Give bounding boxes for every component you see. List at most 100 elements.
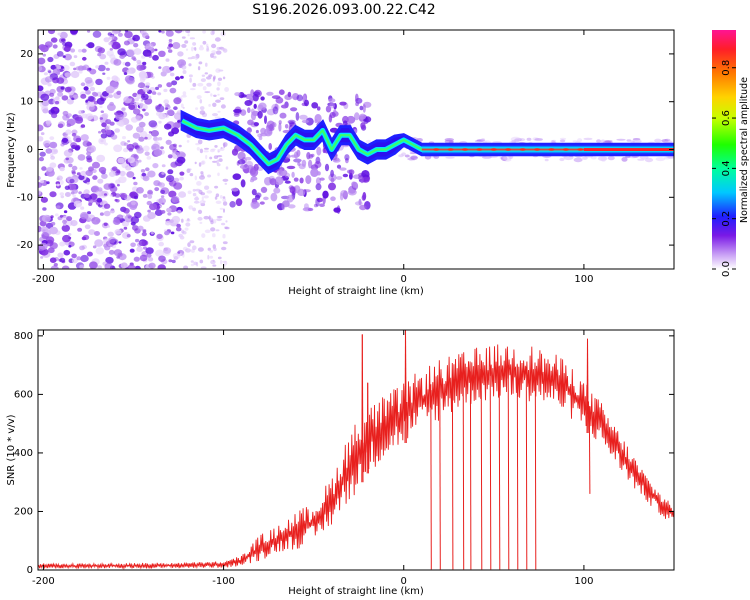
noise-blob: [174, 30, 183, 34]
noise-blob: [188, 63, 192, 67]
signal-blob: [302, 189, 311, 193]
signal-blob: [336, 164, 342, 169]
noise-blob: [154, 209, 163, 216]
noise-blob: [59, 241, 66, 247]
noise-blob: [177, 120, 181, 123]
noise-blob: [158, 241, 164, 247]
noise-blob: [116, 184, 120, 187]
noise-blob: [100, 110, 105, 113]
signal-blob: [582, 156, 588, 160]
noise-blob: [75, 66, 81, 71]
noise-blob: [199, 221, 203, 224]
snr-drop: [439, 380, 441, 570]
noise-blob: [145, 43, 154, 50]
noise-blob: [137, 225, 144, 231]
noise-blob: [127, 156, 135, 164]
signal-blob: [232, 173, 242, 180]
noise-blob: [45, 148, 53, 154]
noise-blob: [144, 136, 148, 140]
noise-blob: [167, 46, 171, 50]
noise-blob: [142, 61, 147, 66]
noise-blob: [135, 238, 140, 243]
noise-blob: [98, 130, 102, 134]
noise-blob: [206, 46, 209, 51]
snr-drop: [534, 368, 537, 570]
signal-blob: [544, 158, 549, 162]
noise-blob: [38, 225, 42, 233]
noise-blob: [154, 48, 158, 52]
noise-blob: [193, 200, 200, 204]
signal-blob: [347, 189, 357, 196]
noise-blob: [115, 113, 124, 121]
noise-blob: [80, 170, 87, 176]
ridge-peak-dot: [433, 148, 440, 151]
noise-blob: [209, 249, 213, 253]
noise-blob: [131, 201, 136, 206]
noise-blob: [126, 234, 131, 238]
noise-blob: [225, 166, 229, 170]
signal-blob: [255, 192, 262, 198]
noise-blob: [189, 240, 195, 244]
signal-blob: [250, 108, 255, 115]
noise-blob: [38, 124, 44, 132]
noise-blob: [88, 199, 94, 204]
noise-blob: [109, 48, 114, 51]
noise-blob: [194, 161, 197, 165]
noise-blob: [187, 34, 190, 37]
noise-blob: [133, 108, 141, 115]
noise-blob: [66, 216, 73, 222]
snr-spike: [367, 382, 369, 474]
colorbar-label: Normalized spectral amplitude: [739, 77, 750, 223]
noise-blob: [200, 78, 206, 82]
ridge-band: [180, 109, 674, 175]
noise-blob: [108, 41, 113, 46]
noise-blob: [190, 260, 194, 263]
noise-blob: [168, 39, 173, 42]
noise-blob: [101, 128, 107, 134]
signal-blob: [280, 104, 289, 109]
noise-blob: [147, 170, 156, 178]
noise-blob: [49, 257, 57, 264]
noise-blob: [73, 200, 83, 208]
signal-blob: [316, 106, 321, 111]
noise-blob: [62, 219, 67, 224]
signal-blob: [361, 170, 370, 179]
noise-blob: [86, 157, 93, 163]
signal-blob: [231, 187, 239, 192]
noise-blob: [146, 156, 152, 160]
noise-blob: [195, 188, 201, 192]
noise-blob: [38, 182, 43, 188]
noise-blob: [49, 141, 58, 149]
noise-blob: [40, 256, 44, 259]
noise-blob: [224, 182, 228, 185]
signal-blob: [632, 139, 642, 143]
noise-blob: [199, 99, 203, 104]
noise-blob: [136, 147, 144, 154]
noise-blob: [105, 67, 110, 71]
signal-blob: [278, 89, 285, 95]
signal-blob: [362, 192, 367, 201]
noise-blob: [219, 207, 224, 210]
noise-blob: [127, 264, 136, 269]
signal-blob: [290, 154, 300, 158]
noise-blob: [199, 44, 203, 48]
noise-blob: [210, 227, 216, 232]
heatmap-y-tick-label: 0: [27, 145, 33, 156]
noise-blob: [195, 107, 199, 110]
noise-blob: [99, 105, 103, 109]
noise-blob: [116, 170, 121, 174]
signal-blob: [279, 112, 287, 119]
signal-blob: [255, 129, 259, 134]
noise-blob: [48, 30, 55, 35]
noise-blob: [133, 195, 139, 200]
noise-blob: [87, 95, 95, 102]
noise-blob: [204, 72, 208, 75]
noise-blob: [220, 147, 225, 152]
noise-blob: [195, 143, 200, 146]
signal-blob: [354, 201, 363, 206]
noise-blob: [49, 226, 58, 235]
noise-blob: [172, 122, 181, 129]
noise-blob: [168, 131, 175, 137]
noise-blob: [50, 155, 55, 160]
